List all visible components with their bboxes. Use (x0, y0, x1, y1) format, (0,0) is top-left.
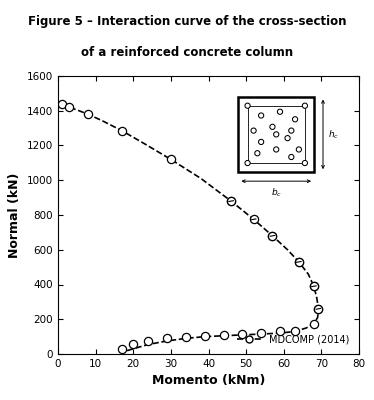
Point (311, 283, 317, 290)
Point (258, 330, 264, 336)
Point (270, 233, 276, 239)
Point (251, 216, 257, 222)
Point (315, 306, 321, 312)
Point (311, 320, 317, 327)
Point (183, 334, 189, 340)
Point (59, 100, 65, 107)
Point (164, 335, 170, 342)
Point (168, 156, 174, 162)
Point (85, 111, 91, 118)
Text: of a reinforced concrete column: of a reinforced concrete column (81, 46, 293, 59)
Point (119, 346, 125, 352)
Text: Figure 5 – Interaction curve of the cross-section: Figure 5 – Interaction curve of the cros… (28, 14, 346, 28)
Point (202, 332, 208, 339)
Y-axis label: Normal (kN): Normal (kN) (8, 172, 21, 258)
Point (296, 259, 302, 265)
Legend: MDCOMP (2014): MDCOMP (2014) (232, 330, 354, 349)
Point (119, 128, 125, 134)
Point (277, 328, 283, 335)
Point (296, 259, 302, 265)
Point (311, 283, 317, 290)
Point (228, 198, 234, 204)
Point (66, 104, 72, 110)
Point (221, 332, 227, 338)
Point (239, 331, 245, 337)
Point (292, 328, 298, 335)
Point (130, 341, 136, 348)
Point (145, 338, 151, 344)
Point (228, 198, 234, 204)
Point (315, 306, 321, 312)
Point (270, 233, 276, 239)
X-axis label: Momento (kNm): Momento (kNm) (152, 374, 265, 388)
